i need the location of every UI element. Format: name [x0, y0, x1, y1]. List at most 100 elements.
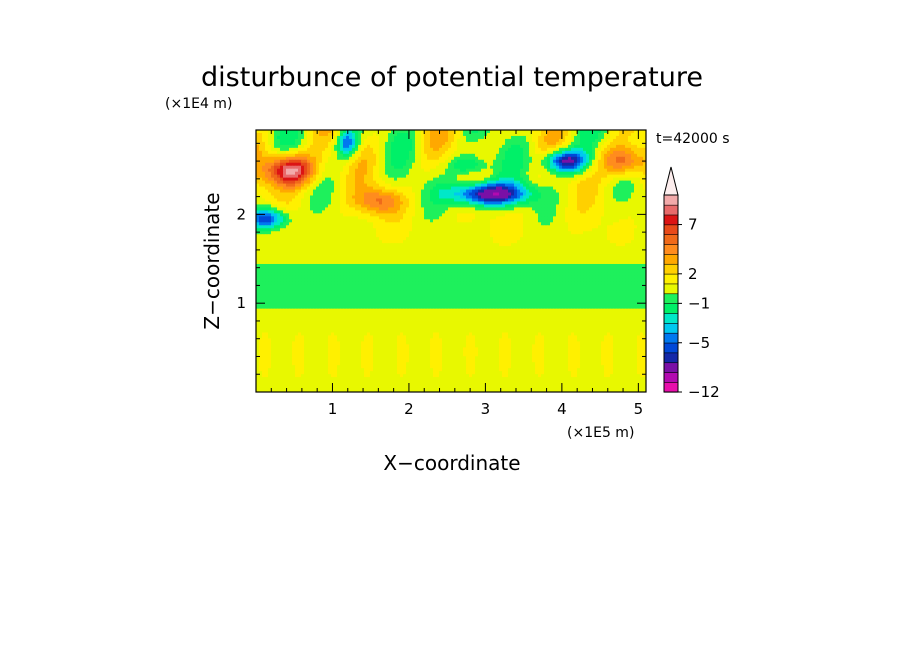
field-cell: [601, 222, 605, 226]
field-cell: [265, 165, 269, 170]
field-cell: [367, 219, 371, 223]
field-cell: [469, 132, 473, 137]
field-cell: [322, 138, 326, 143]
field-cell: [535, 144, 539, 149]
field-cell: [523, 144, 527, 149]
field-cell: [547, 186, 551, 190]
field-cell: [439, 195, 443, 199]
field-cell: [574, 228, 578, 232]
field-cell: [586, 168, 590, 173]
field-cell: [445, 222, 449, 226]
field-cell: [448, 135, 452, 140]
field-cell: [376, 186, 380, 190]
field-cell: [409, 130, 413, 134]
field-cell: [358, 234, 362, 238]
field-cell: [580, 228, 584, 232]
field-cell: [268, 159, 272, 164]
field-cell: [544, 237, 548, 241]
field-cell: [268, 231, 272, 235]
field-cell: [529, 219, 533, 223]
field-cell: [379, 189, 383, 193]
field-cell: [475, 144, 479, 149]
field-cell: [421, 234, 425, 238]
field-cell: [271, 210, 275, 214]
field-cell: [511, 159, 515, 164]
field-cell: [325, 183, 329, 187]
field-cell: [571, 153, 575, 158]
field-cell: [571, 141, 575, 146]
field-cell: [619, 189, 623, 193]
field-cell: [517, 165, 521, 170]
field-cell: [400, 189, 404, 193]
field-cell: [415, 204, 419, 208]
field-cell: [436, 216, 440, 220]
field-cell: [451, 144, 455, 149]
field-cell: [589, 153, 593, 158]
field-cell: [307, 225, 311, 229]
field-cell: [307, 183, 311, 187]
field-cell: [382, 234, 386, 238]
field-cell: [637, 147, 641, 152]
field-cell: [430, 189, 434, 193]
field-cell: [565, 177, 569, 182]
field-cell: [322, 135, 326, 140]
field-cell: [523, 177, 527, 182]
field-cell: [571, 138, 575, 143]
field-cell: [604, 168, 608, 173]
field-cell: [319, 171, 323, 176]
field-cell: [454, 130, 458, 134]
field-cell: [520, 168, 524, 173]
field-cell: [550, 159, 554, 164]
field-cell: [295, 168, 299, 173]
field-cell: [442, 219, 446, 223]
field-cell: [271, 222, 275, 226]
field-cell: [418, 198, 422, 202]
field-cell: [421, 210, 425, 214]
field-cell: [514, 165, 518, 170]
field-cell: [322, 234, 326, 238]
field-cell: [637, 198, 641, 202]
field-cell: [310, 225, 314, 229]
field-cell: [469, 240, 473, 244]
field-cell: [304, 171, 308, 176]
field-cell: [292, 243, 296, 247]
field-cell: [517, 144, 521, 149]
field-cell: [562, 192, 566, 196]
field-cell: [487, 130, 491, 134]
field-cell: [280, 216, 284, 220]
field-cell: [388, 147, 392, 152]
field-cell: [406, 180, 410, 184]
field-cell: [442, 162, 446, 167]
field-cell: [574, 210, 578, 214]
field-cell: [292, 162, 296, 167]
field-cell: [361, 225, 365, 229]
field-cell: [400, 195, 404, 199]
field-cell: [265, 243, 269, 247]
field-cell: [634, 228, 638, 232]
field-cell: [400, 219, 404, 223]
field-cell: [451, 189, 455, 193]
field-cell: [508, 171, 512, 176]
field-cell: [418, 130, 422, 134]
field-cell: [388, 150, 392, 155]
field-cell: [370, 225, 374, 229]
field-cell: [529, 234, 533, 238]
field-cell: [598, 234, 602, 238]
field-cell: [400, 243, 404, 247]
field-cell: [460, 231, 464, 235]
field-cell: [430, 210, 434, 214]
field-cell: [568, 198, 572, 202]
field-cell: [298, 159, 302, 164]
field-cell: [280, 171, 284, 176]
field-cell: [523, 147, 527, 152]
field-cell: [256, 162, 260, 167]
field-cell: [463, 198, 467, 202]
field-cell: [364, 135, 368, 140]
field-cell: [439, 177, 443, 182]
field-cell: [571, 234, 575, 238]
field-cell: [370, 216, 374, 220]
field-cell: [583, 177, 587, 182]
field-cell: [562, 159, 566, 164]
field-cell: [319, 135, 323, 140]
field-cell: [316, 228, 320, 232]
